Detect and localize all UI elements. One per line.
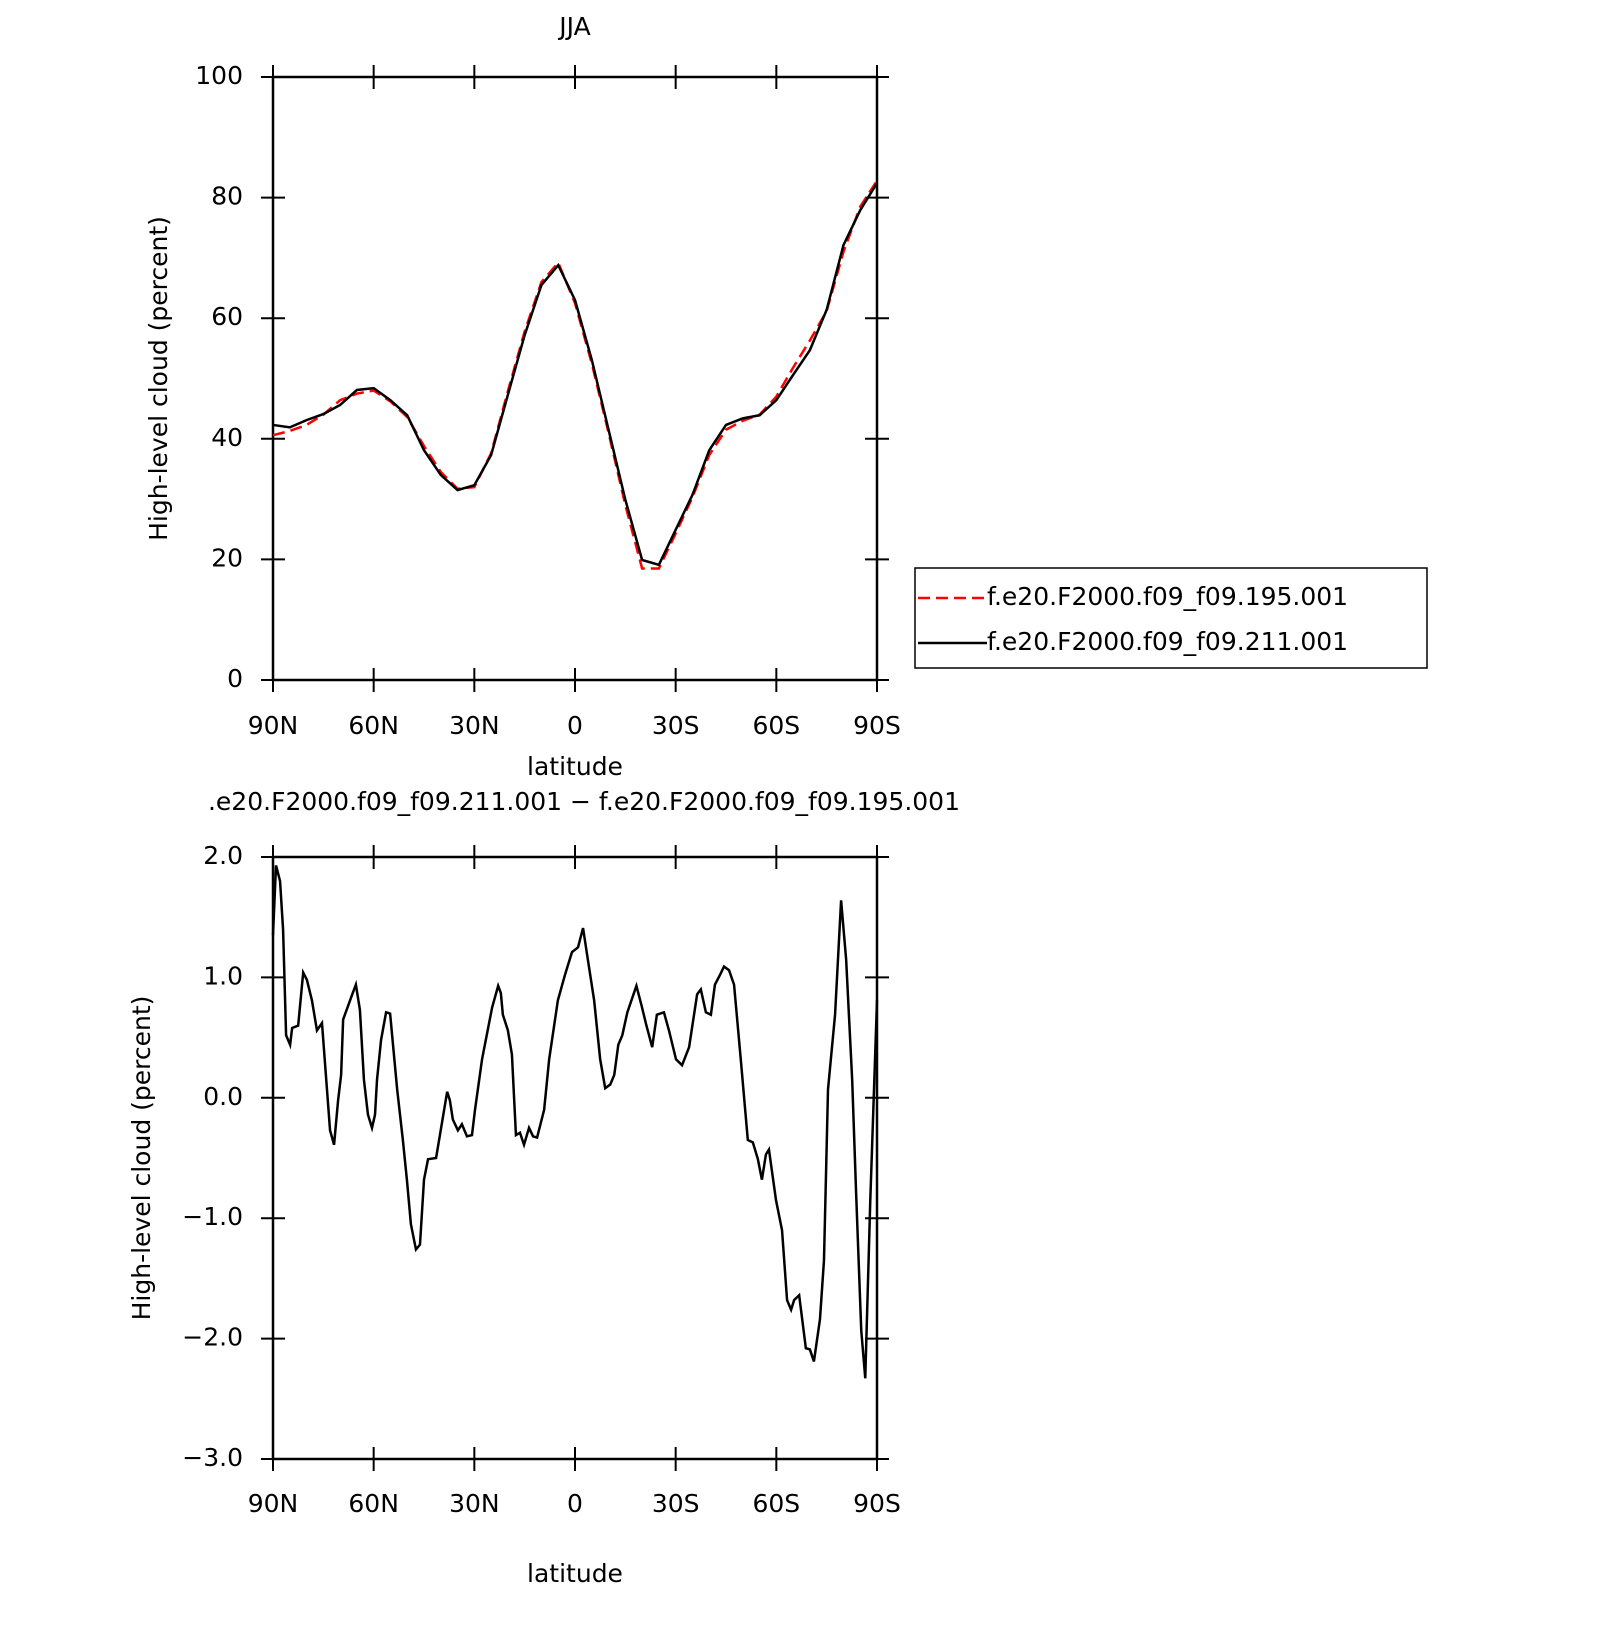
plot-frame [271,855,879,1461]
y-tick-label: 0.0 [203,1082,243,1111]
series-line [272,180,879,570]
legend-box [914,567,1428,669]
y-tick-label: 40 [211,423,243,452]
y-tick-label: 2.0 [203,841,243,870]
x-tick-label: 60N [348,1489,399,1518]
y-tick-label: −3.0 [182,1443,243,1472]
legend-label: f.e20.F2000.f09_f09.195.001 [987,582,1348,611]
x-tick-label: 0 [567,711,583,740]
x-tick-label: 60S [752,711,800,740]
y-tick-label: 0 [227,664,243,693]
x-tick-label: 30N [449,1489,500,1518]
y-axis-label: High-level cloud (percent) [144,216,173,541]
x-axis-label: latitude [527,1559,623,1588]
series-line [271,865,879,1379]
x-tick-label: 30S [652,1489,700,1518]
y-axis-label: High-level cloud (percent) [127,996,156,1321]
y-tick-label: 80 [211,182,243,211]
y-tick-label: 60 [211,302,243,331]
y-tick-label: −2.0 [182,1323,243,1352]
y-tick-label: 100 [195,61,243,90]
chart-title: JJA [557,12,590,41]
x-tick-label: 90S [853,1489,901,1518]
legend-label: f.e20.F2000.f09_f09.211.001 [987,627,1348,656]
chart-title: .e20.F2000.f09_f09.211.001 − f.e20.F2000… [208,787,960,816]
y-tick-label: 20 [211,543,243,572]
y-tick-label: 1.0 [203,961,243,990]
x-tick-label: 60N [348,711,399,740]
y-tick-label: −1.0 [182,1202,243,1231]
series-line [272,182,879,567]
x-tick-label: 30N [449,711,500,740]
x-tick-label: 0 [567,1489,583,1518]
x-tick-label: 30S [652,711,700,740]
x-tick-label: 60S [752,1489,800,1518]
x-tick-label: 90S [853,711,901,740]
x-tick-label: 90N [248,711,299,740]
x-axis-label: latitude [527,752,623,781]
x-tick-label: 90N [248,1489,299,1518]
